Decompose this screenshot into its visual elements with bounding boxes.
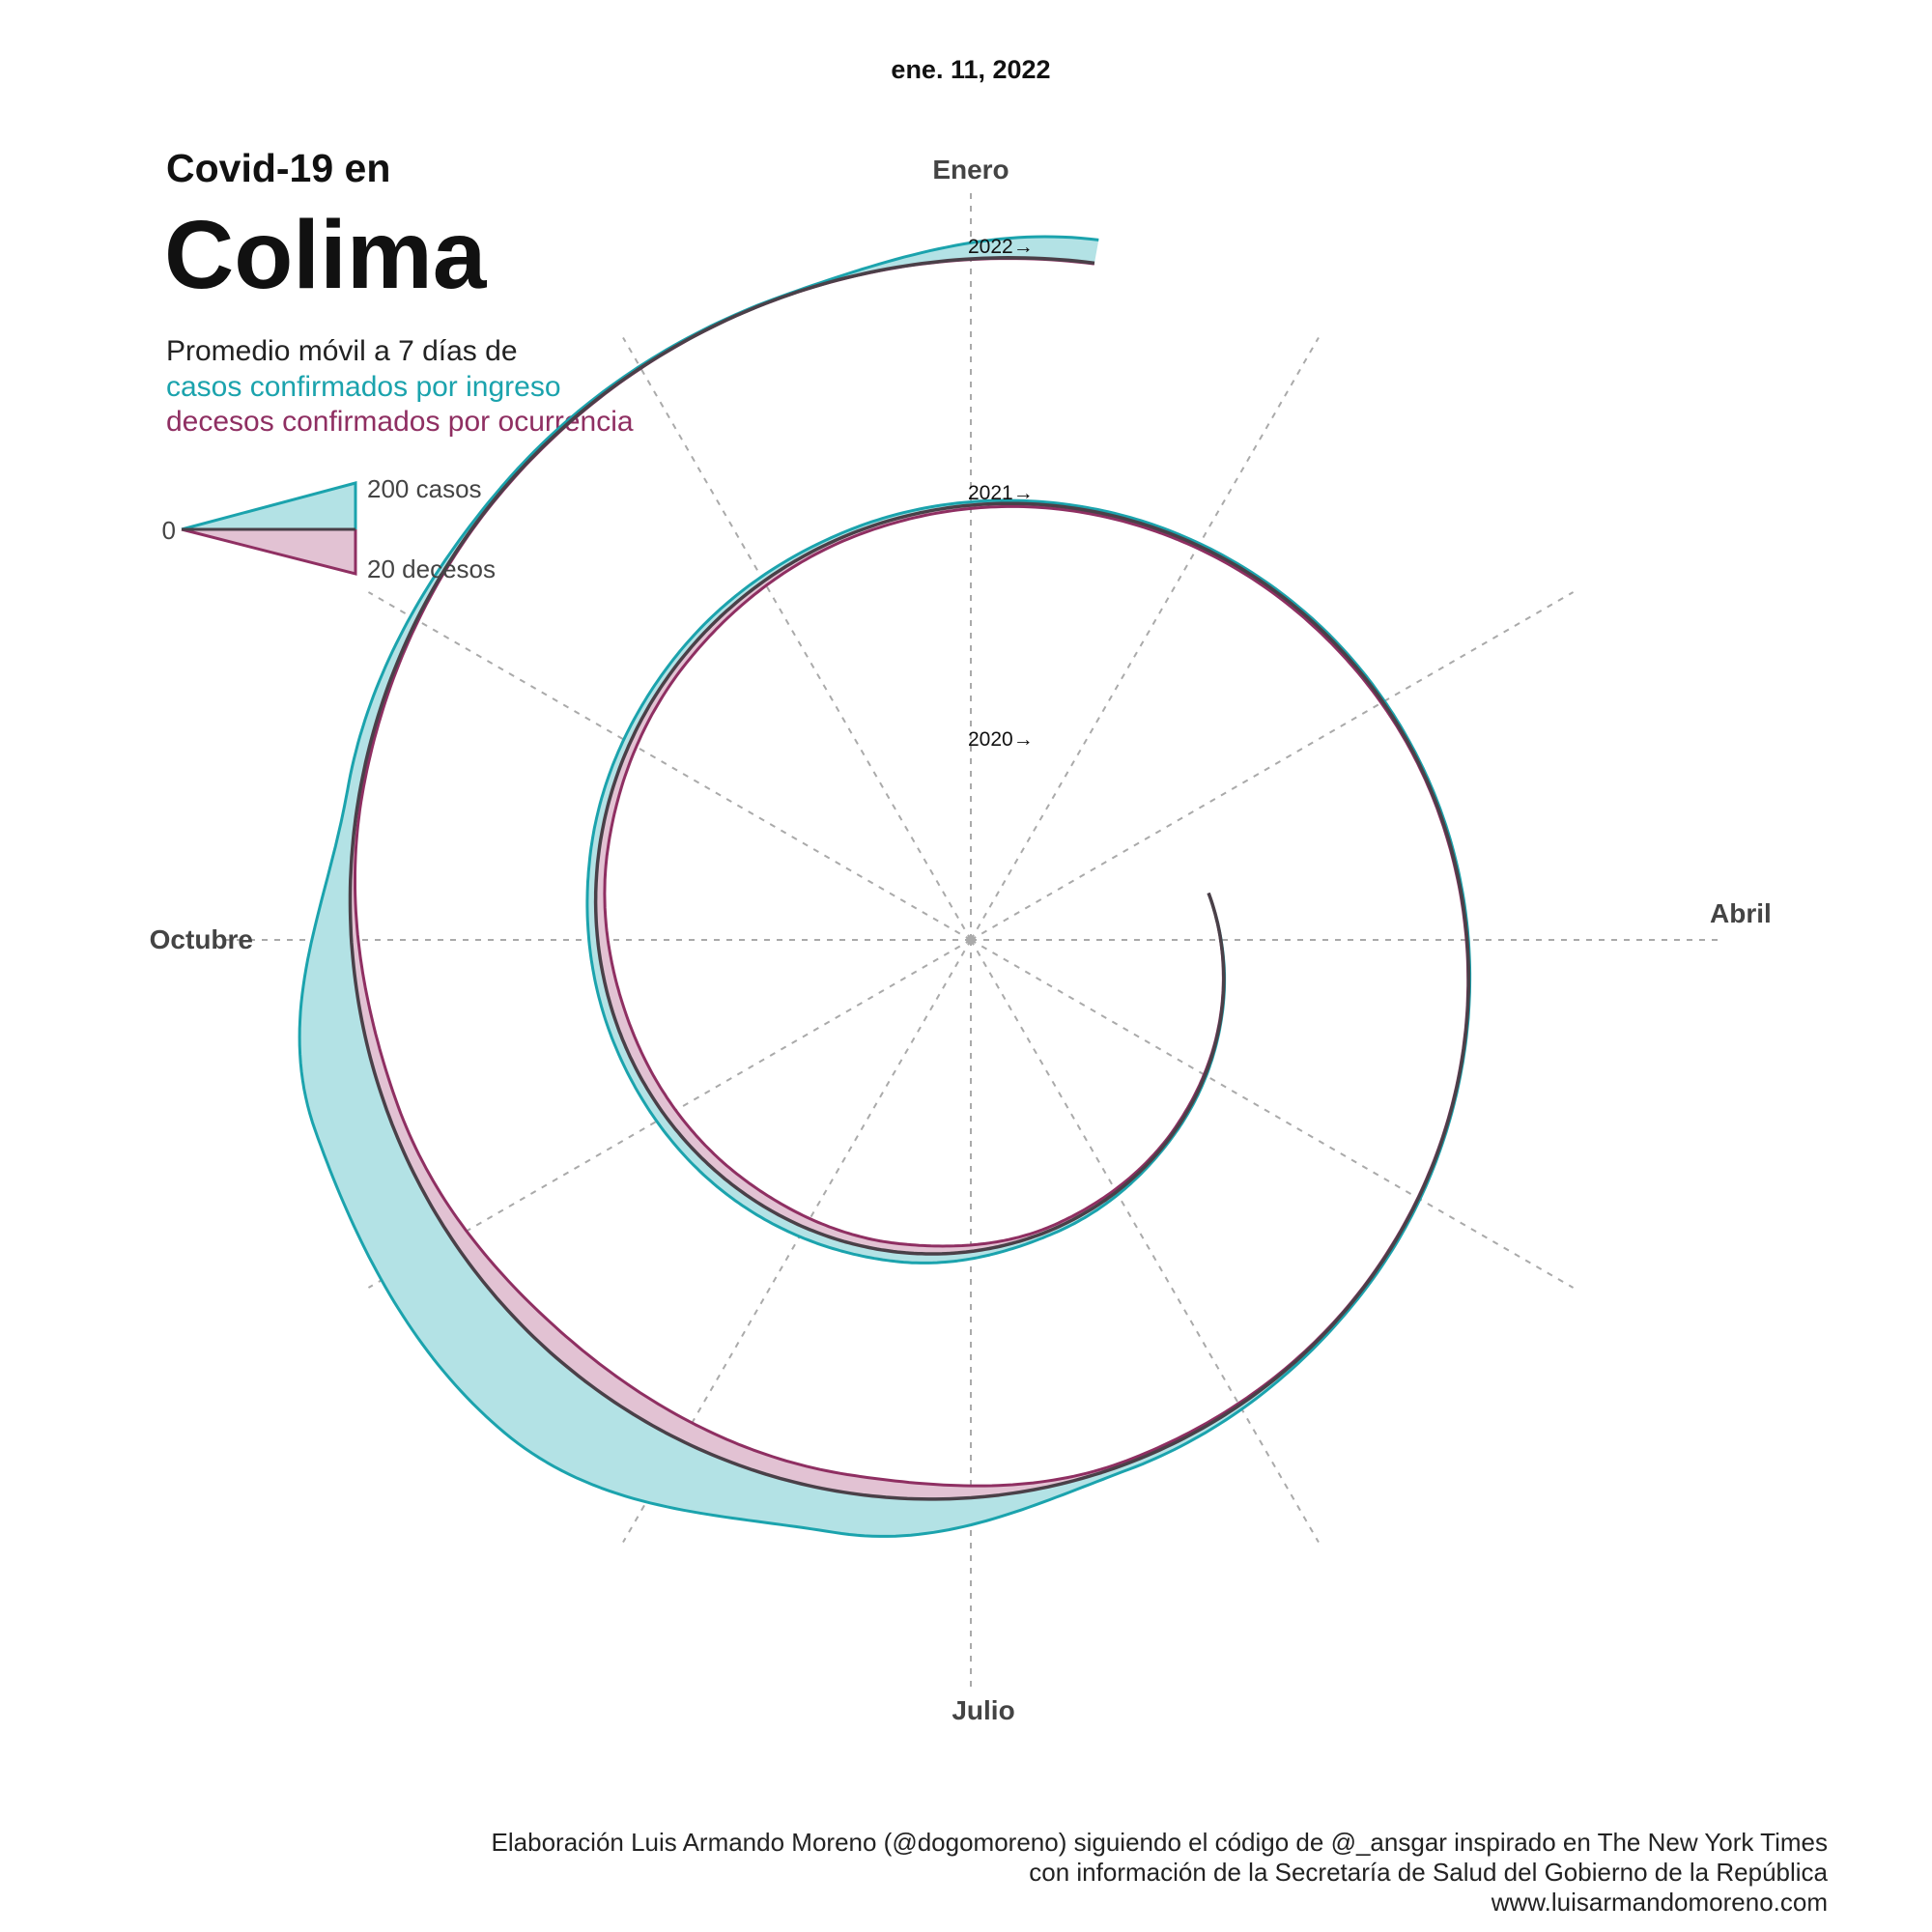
legend-zero-label: 0 (162, 516, 176, 545)
legend-deaths-line (181, 527, 357, 576)
month-label-julio: Julio (952, 1695, 1014, 1725)
description-line: Promedio móvil a 7 días de (166, 335, 518, 367)
chart-title: Colima (164, 201, 488, 309)
month-label-octubre: Octubre (150, 924, 253, 954)
gridline (970, 939, 1575, 1289)
gridline (970, 939, 1320, 1544)
legend-cases-label: 200 casos (367, 474, 482, 503)
month-label-abril: Abril (1710, 898, 1772, 928)
gridline (970, 591, 1575, 941)
year-label: 2020→ (968, 728, 1034, 751)
legend: 0 200 casos 20 decesos (162, 474, 496, 583)
credit-line-1: Elaboración Luis Armando Moreno (@dogomo… (492, 1828, 1828, 1857)
series-areas (298, 235, 1472, 1538)
deaths-line (354, 257, 1470, 1488)
gridline (622, 336, 972, 941)
description-cases: casos confirmados por ingreso (166, 371, 561, 403)
legend-deaths-label: 20 decesos (367, 554, 496, 583)
year-label: 2021→ (968, 482, 1034, 504)
legend-cases-line (181, 481, 357, 531)
credit-line-2: con información de la Secretaría de Salu… (1029, 1858, 1828, 1887)
date-label: ene. 11, 2022 (891, 55, 1050, 84)
gridline (970, 336, 1320, 941)
deaths-area (350, 257, 1469, 1499)
spiral-baseline (348, 256, 1471, 1501)
gridline (367, 939, 972, 1289)
gridline (367, 591, 972, 941)
description-deaths: decesos confirmados por ocurrencia (166, 406, 634, 438)
credit-line-3: www.luisarmandomoreno.com (1491, 1888, 1828, 1917)
axis-labels: Enero Abril Julio Octubre 2020→ 2021→ 2022→ (150, 155, 1772, 1725)
month-label-enero: Enero (932, 155, 1009, 185)
chart-subtitle: Covid-19 en (166, 146, 390, 190)
center-dot (966, 935, 976, 945)
year-label: 2022→ (968, 236, 1034, 258)
cases-line (298, 235, 1472, 1538)
